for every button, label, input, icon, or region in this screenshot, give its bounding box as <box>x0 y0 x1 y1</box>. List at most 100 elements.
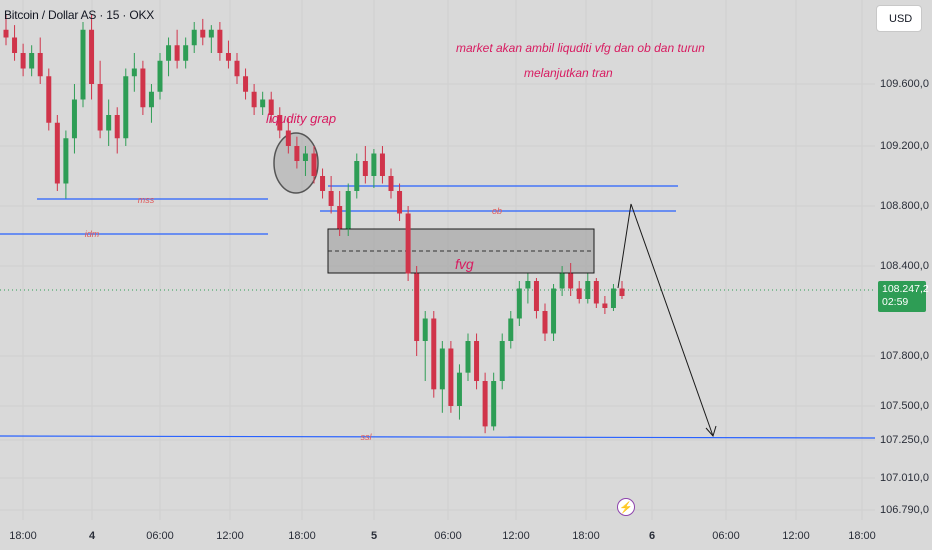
price-axis-label: 108.400,0 <box>880 260 929 272</box>
candle-body <box>200 29 206 38</box>
price-axis-label: 106.790,0 <box>880 504 929 516</box>
time-axis-label: 06:00 <box>434 530 462 542</box>
price-axis-label: 107.500,0 <box>880 400 929 412</box>
candle-body <box>131 68 137 77</box>
candle-body <box>576 288 582 299</box>
candle-body <box>114 115 120 139</box>
candle-body <box>397 191 403 214</box>
time-axis-label: 18:00 <box>9 530 37 542</box>
candle-body <box>337 206 343 229</box>
candle-body <box>328 191 334 206</box>
currency-button[interactable]: USD <box>876 5 922 32</box>
time-axis[interactable] <box>0 520 932 550</box>
chart-canvas[interactable] <box>0 0 876 520</box>
time-axis-label: 18:00 <box>848 530 876 542</box>
price-axis-label: 107.010,0 <box>880 472 929 484</box>
candle-body <box>516 288 522 319</box>
candle-body <box>166 45 172 61</box>
candle-body <box>371 153 377 176</box>
candle-body <box>439 348 445 390</box>
candle-body <box>602 303 608 308</box>
candle-body <box>619 288 625 296</box>
candle-body <box>551 288 557 334</box>
projection-arrowhead <box>705 425 717 438</box>
candle-body <box>585 281 591 299</box>
ob-label: ob <box>491 206 503 216</box>
candle-body <box>12 37 18 53</box>
candle-body <box>63 138 69 184</box>
candle-body <box>559 273 565 289</box>
projection-path <box>617 203 714 437</box>
candle-body <box>311 153 317 176</box>
price-axis-label: 108.800,0 <box>880 200 929 212</box>
lightning-icon[interactable]: ⚡ <box>617 498 635 516</box>
note-line-2: melanjutkan tran <box>524 66 613 80</box>
candle-body <box>217 29 223 53</box>
price-axis[interactable]: 109.600,0 109.200,0 108.800,0 108.400,0 107.… <box>875 0 932 520</box>
time-axis-label: 12:00 <box>782 530 810 542</box>
candle-body <box>71 99 77 139</box>
candle-body <box>448 348 454 406</box>
candle-body <box>97 84 103 131</box>
candle-body <box>431 318 437 390</box>
candle-body <box>174 45 180 61</box>
ssl-label: ssl <box>360 432 372 442</box>
candle-body <box>183 45 189 61</box>
candle-body <box>405 213 411 274</box>
candle-body <box>80 29 86 100</box>
time-axis-label: 6 <box>648 530 656 542</box>
countdown-timer: 02:59 <box>882 296 909 308</box>
idm-label: idm <box>84 229 100 239</box>
time-axis-label: 4 <box>88 530 96 542</box>
candle-body <box>260 99 266 108</box>
candle-body <box>29 53 35 69</box>
candle-body <box>140 68 146 108</box>
candle-body <box>89 29 95 84</box>
candle-body <box>148 91 154 108</box>
candle-body <box>345 191 351 229</box>
fvg-label: fvg <box>455 256 474 272</box>
candle-body <box>482 381 488 427</box>
candle-body <box>157 60 163 92</box>
candle-body <box>37 53 43 77</box>
mss-label: mss <box>137 195 155 205</box>
candle-body <box>414 273 420 341</box>
time-axis-label: 06:00 <box>712 530 740 542</box>
liquidity-label: liqudity grap <box>266 111 337 126</box>
candle-body <box>285 130 291 146</box>
candle-body <box>499 341 505 381</box>
candle-body <box>123 76 129 139</box>
current-price-tag: 108.247,2 02:59 <box>878 281 929 312</box>
candle-body <box>533 281 539 311</box>
time-axis-label: 12:00 <box>502 530 530 542</box>
candle-body <box>354 161 360 191</box>
candle-body <box>106 115 112 131</box>
note-line-1: market akan ambil liquditi vfg dan ob da… <box>456 41 705 55</box>
candle-body <box>302 153 308 161</box>
candle-body <box>234 60 240 77</box>
candle-body <box>277 115 283 131</box>
candle-body <box>362 161 368 176</box>
candle-body <box>568 273 574 289</box>
candle-body <box>54 122 60 184</box>
symbol-title[interactable]: Bitcoin / Dollar AS · 15 · OKX <box>4 8 155 22</box>
candle-body <box>465 341 471 373</box>
ssl-level-line <box>0 435 876 439</box>
chart-area[interactable] <box>0 0 876 520</box>
time-axis-label: 06:00 <box>146 530 174 542</box>
candle-body <box>268 99 274 115</box>
current-price-value: 108.247,2 <box>882 283 929 295</box>
price-axis-label: 109.600,0 <box>880 78 929 90</box>
candle-body <box>320 176 326 191</box>
candle-body <box>46 76 52 123</box>
candle-body <box>243 76 249 92</box>
candle-body <box>294 146 300 161</box>
time-axis-label: 5 <box>370 530 378 542</box>
candle-body <box>525 281 531 289</box>
candle-body <box>474 341 480 381</box>
time-axis-label: 12:00 <box>216 530 244 542</box>
price-axis-label: 109.200,0 <box>880 140 929 152</box>
candle-body <box>508 318 514 341</box>
candle-body <box>251 91 257 108</box>
price-axis-label: 107.250,0 <box>880 434 929 446</box>
